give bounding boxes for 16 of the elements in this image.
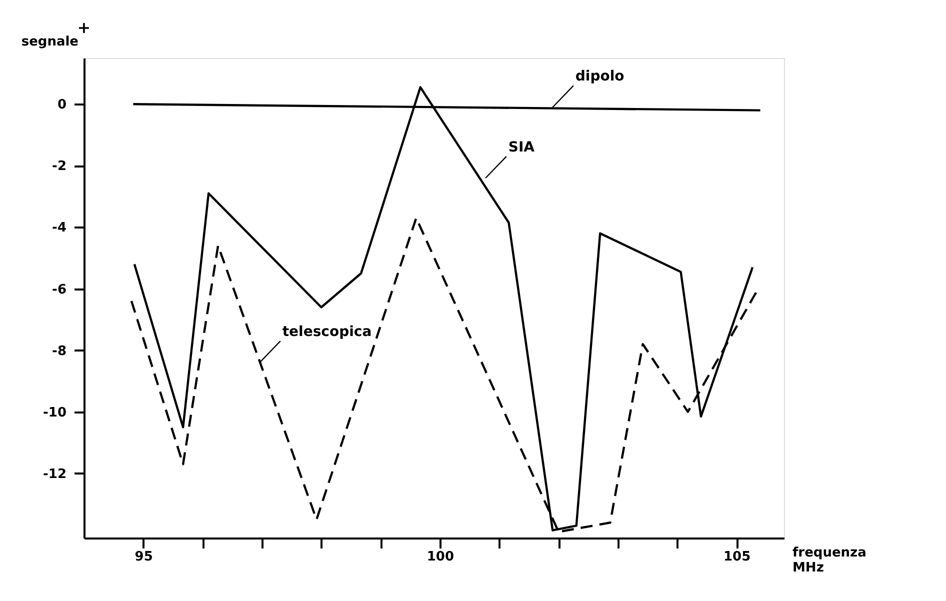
y-axis-title: segnale xyxy=(21,34,79,50)
annotation: telescopica xyxy=(282,324,372,340)
y-tick-label: -6 xyxy=(52,282,66,298)
x-tick-label: 105 xyxy=(723,550,751,564)
y-tick-label: -4 xyxy=(52,220,66,236)
y-tick-label: -2 xyxy=(52,159,66,174)
annotation: dipolo xyxy=(575,68,625,85)
y-tick-label: -12 xyxy=(43,466,66,482)
x-axis-title: frequenza MHz xyxy=(792,546,866,576)
text: + xyxy=(77,18,91,37)
y-tick-label: 0 xyxy=(57,98,66,113)
annotation: SIA xyxy=(508,139,535,156)
y-tick-label: -10 xyxy=(43,405,66,420)
x-tick-label: 95 xyxy=(134,550,153,564)
x-tick-label: 100 xyxy=(426,550,454,564)
y-tick-label: -8 xyxy=(52,344,66,359)
